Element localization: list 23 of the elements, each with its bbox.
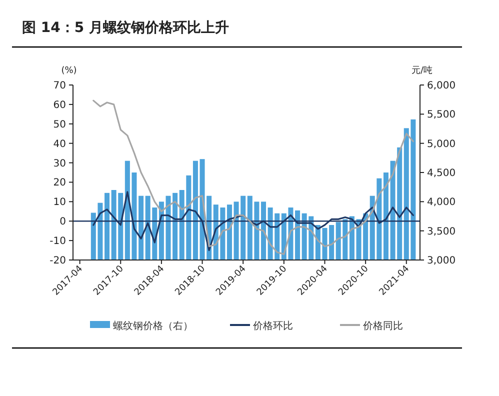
y-tick-label: 60 (53, 100, 66, 111)
y-tick-label: 70 (53, 80, 66, 92)
y-tick-label: 30 (53, 158, 66, 170)
legend-label: 螺纹钢价格（右） (113, 320, 193, 332)
y2-tick-label: 5,000 (427, 138, 456, 150)
title: 图 14：5 月螺纹钢价格环比上升 (22, 20, 229, 36)
y-tick-label: 20 (53, 178, 66, 189)
y2-tick-label: 3,000 (427, 256, 456, 266)
y-tick-label: 10 (53, 197, 66, 208)
y-tick-label: 0 (60, 216, 66, 228)
y-tick-label: 50 (53, 119, 66, 130)
legend-label: 价格同比 (362, 320, 403, 332)
y2-tick-label: 3,500 (427, 226, 456, 238)
y2-tick-label: 6,000 (427, 80, 456, 92)
y2-tick-label: 4,500 (427, 168, 456, 179)
legend-label: 价格环比 (252, 320, 293, 332)
y-axis-title: (%) (61, 66, 77, 76)
y-tick-label: -10 (50, 236, 66, 248)
y2-tick-label: 5,500 (427, 110, 456, 121)
y2-tick-label: 4,000 (427, 197, 456, 208)
y-tick-label: 40 (53, 138, 66, 150)
y2-axis-title: 元/吨 (411, 65, 433, 76)
y-tick-label: -20 (50, 256, 66, 266)
